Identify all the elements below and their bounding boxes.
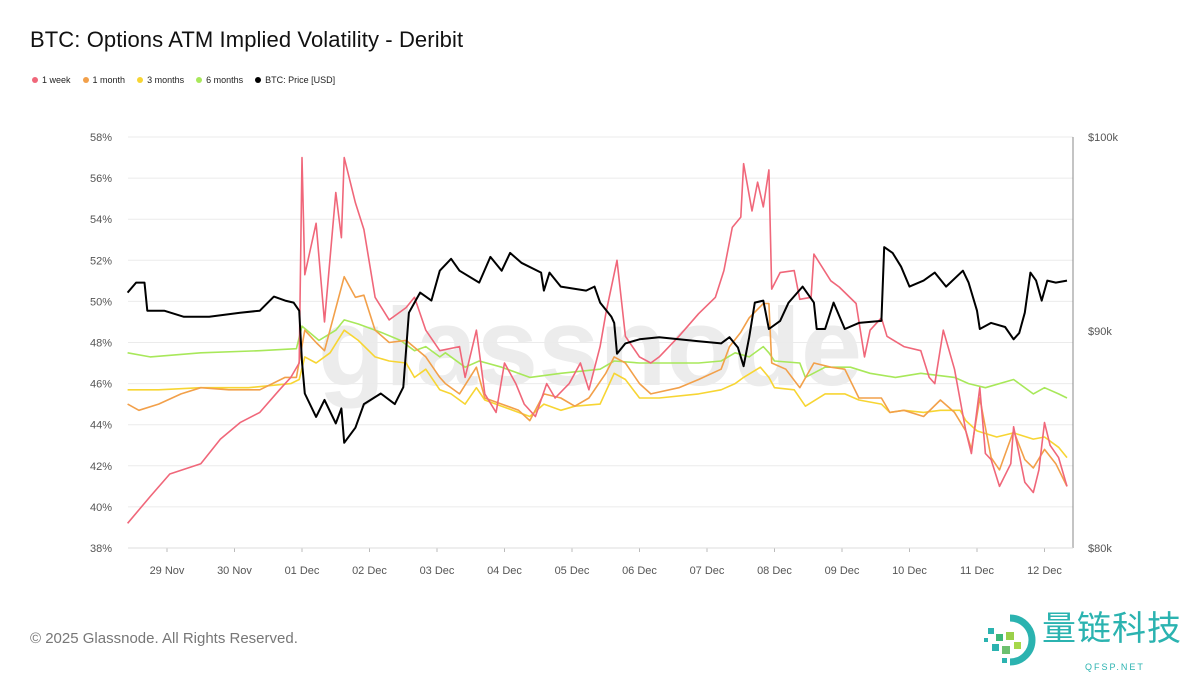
legend-dot-icon [255,77,262,83]
x-tick-label: 08 Dec [757,565,792,577]
right-tick-label: $100k [1088,132,1118,144]
logo-sub: QFSP.NET [1085,662,1145,672]
chart-plot: glassnode 58% 56% 54% 52% 50% 48% 46% 44% 42% 40%… [90,132,1119,577]
series-line-3-months [127,329,1068,459]
legend-label: BTC: Price [USD] [265,75,336,85]
x-tick-label: 05 Dec [555,565,590,577]
legend-item-6-months[interactable]: 6 months [196,75,243,85]
y-tick-label: 40% [90,502,112,514]
logo-mark-icon [984,614,1036,666]
x-tick-label: 03 Dec [420,565,455,577]
series-line-6-months [127,319,1068,399]
logo-name: 量链科技 [1042,609,1182,649]
legend: 1 week 1 month 3 months 6 months BTC: Pr… [32,75,335,85]
x-tick-label: 07 Dec [690,565,725,577]
legend-label: 1 week [42,75,71,85]
y-tick-label: 52% [90,255,112,267]
legend-label: 3 months [147,75,185,85]
y-tick-label: 44% [90,420,112,432]
y-tick-label: 56% [90,173,112,185]
legend-item-1-month[interactable]: 1 month [82,75,126,85]
x-tick-label: 06 Dec [622,565,657,577]
x-tick-label: 09 Dec [825,565,860,577]
y-tick-label: 58% [90,132,112,144]
copyright-footer: © 2025 Glassnode. All Rights Reserved. [30,630,298,647]
chart-title: BTC: Options ATM Implied Volatility - De… [30,27,464,52]
y-tick-label: 54% [90,214,112,226]
series-line-1-week [126,156,1068,524]
legend-item-1-week[interactable]: 1 week [32,75,71,85]
legend-dot-icon [82,77,89,83]
x-tick-label: 12 Dec [1027,565,1062,577]
series-line-btc-price-usd [126,246,1068,444]
x-tick-label: 29 Nov [150,565,185,577]
y-tick-label: 50% [90,296,112,308]
x-tick-label: 10 Dec [892,565,927,577]
legend-dot-icon [137,77,144,83]
x-tick-label: 04 Dec [487,565,522,577]
right-tick-label: $80k [1088,543,1112,555]
watermark: glassnode [318,286,862,409]
legend-item-3-months[interactable]: 3 months [137,75,184,85]
legend-label: 6 months [206,75,244,85]
y-tick-label: 42% [90,461,112,473]
y-tick-label: 48% [90,338,112,350]
x-tick-label: 30 Nov [217,565,252,577]
x-tick-label: 11 Dec [960,565,995,577]
legend-item-btc-price[interactable]: BTC: Price [USD] [255,75,335,85]
series-line-1-month [127,275,1068,487]
x-tick-label: 01 Dec [285,565,320,577]
right-tick-label: $90k [1088,326,1112,338]
legend-label: 1 month [92,75,126,85]
legend-dot-icon [32,77,38,83]
qfsp-logo: 量链科技 QFSP.NET [980,610,1200,675]
y-tick-label: 46% [90,379,112,391]
legend-dot-icon [196,77,203,83]
y-tick-label: 38% [90,543,112,555]
x-tick-label: 02 Dec [352,565,387,577]
